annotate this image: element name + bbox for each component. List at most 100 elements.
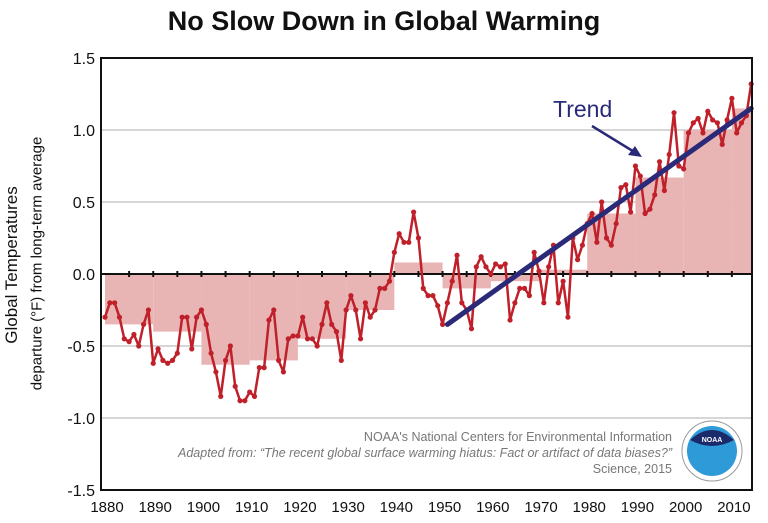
annual-data-point (719, 141, 725, 147)
decadal-bar (394, 262, 443, 274)
annual-data-point (179, 314, 185, 320)
annual-data-point (695, 115, 701, 122)
annual-data-point (623, 182, 629, 188)
annual-data-point (454, 252, 460, 258)
decadal-bar (442, 274, 491, 289)
annual-data-point (507, 317, 513, 323)
x-tick-label: 1880 (90, 499, 123, 516)
annual-data-point (213, 369, 219, 375)
annual-data-point (449, 278, 455, 284)
x-tick-label: 1980 (573, 499, 606, 516)
annual-data-point (251, 393, 258, 399)
annual-data-point (681, 166, 687, 172)
annual-data-point (676, 163, 682, 169)
decadal-bar (683, 130, 732, 274)
annual-data-point (377, 285, 383, 291)
annual-data-point (271, 307, 277, 313)
annual-data-point (589, 210, 595, 217)
annual-data-point (618, 185, 624, 191)
annual-data-point (140, 321, 147, 327)
annual-data-point (541, 300, 547, 306)
annual-data-point (555, 300, 561, 306)
annual-data-point (169, 357, 176, 363)
x-tick-label: 1900 (187, 499, 220, 516)
y-tick-label: 1.0 (73, 123, 95, 140)
x-tick-label: 2010 (717, 499, 750, 516)
y-tick-label: 1.5 (73, 51, 95, 68)
annual-data-point (425, 293, 431, 299)
annual-data-point (415, 235, 422, 241)
citation-text: Adapted from: “The recent global surface… (178, 446, 672, 460)
annual-data-point (242, 398, 248, 404)
annual-data-point (145, 307, 151, 313)
attribution-citation: Adapted from: “The recent global surface… (178, 446, 672, 460)
decadal-bar (153, 274, 202, 332)
annual-data-point (386, 278, 393, 284)
trend-arrow (591, 124, 637, 155)
annual-data-point (295, 333, 301, 339)
annual-data-point (121, 336, 127, 342)
annual-data-point (314, 343, 320, 349)
annual-data-point (714, 120, 721, 126)
noaa-logo-bird (690, 430, 734, 446)
annual-data-point (232, 383, 238, 389)
annual-data-point (493, 261, 499, 267)
annual-data-point (579, 242, 586, 248)
x-tick-label: 2000 (669, 499, 702, 516)
annual-data-point (136, 343, 142, 349)
annual-data-point (411, 209, 417, 215)
annual-data-point (102, 314, 108, 320)
annual-data-point (309, 336, 315, 342)
trend-line (444, 105, 754, 327)
annual-data-point (203, 321, 209, 327)
annual-data-point (536, 268, 542, 274)
annual-data-point (382, 285, 388, 291)
annual-data-point (155, 346, 161, 352)
annual-data-point (280, 369, 287, 375)
annual-data-point (391, 249, 397, 255)
annual-data-point (647, 206, 653, 212)
annual-data-point (637, 173, 643, 179)
annual-data-point (685, 130, 692, 136)
x-tick-label: 1910 (235, 499, 268, 516)
annual-data-point (208, 350, 214, 356)
annual-data-point (165, 360, 171, 366)
annual-data-point (710, 117, 716, 123)
annual-data-point (184, 314, 190, 320)
x-tick-label: 1950 (428, 499, 461, 516)
annual-data-point (227, 343, 233, 349)
x-tick-label: 1920 (283, 499, 316, 516)
annual-data-point (468, 326, 475, 332)
annual-data-point (483, 264, 489, 270)
annual-data-point (343, 307, 349, 313)
annual-data-point (546, 264, 552, 270)
annual-data-point (512, 300, 518, 306)
annual-data-point (473, 264, 479, 270)
x-tick-label: 1930 (331, 499, 364, 516)
annual-data-point (348, 293, 354, 299)
plot-frame (100, 57, 753, 491)
annual-data-point (666, 151, 672, 158)
annual-data-point (478, 254, 484, 260)
annual-data-point (218, 393, 224, 399)
annual-data-point (300, 314, 306, 320)
annual-data-point (628, 209, 634, 215)
annual-data-point (671, 110, 677, 116)
annual-data-point (276, 357, 282, 363)
annual-data-point (632, 163, 639, 169)
annual-data-point (116, 314, 123, 320)
annual-data-point (372, 307, 378, 313)
annual-data-point (112, 300, 118, 306)
annual-data-point (521, 285, 528, 291)
y-tick-label: -1.0 (67, 411, 95, 428)
annual-data-point (131, 331, 137, 338)
y-tick-label: -1.5 (67, 483, 95, 500)
x-tick-label: 1890 (139, 499, 172, 516)
y-axis-title: Global Temperatures (2, 186, 21, 344)
annual-data-point (357, 336, 364, 342)
annual-data-point (642, 210, 648, 217)
annual-data-point (502, 261, 508, 267)
annual-data-point (430, 293, 436, 299)
attribution-source: NOAA's National Centers for Environmenta… (363, 430, 672, 444)
annual-data-point (435, 303, 441, 309)
